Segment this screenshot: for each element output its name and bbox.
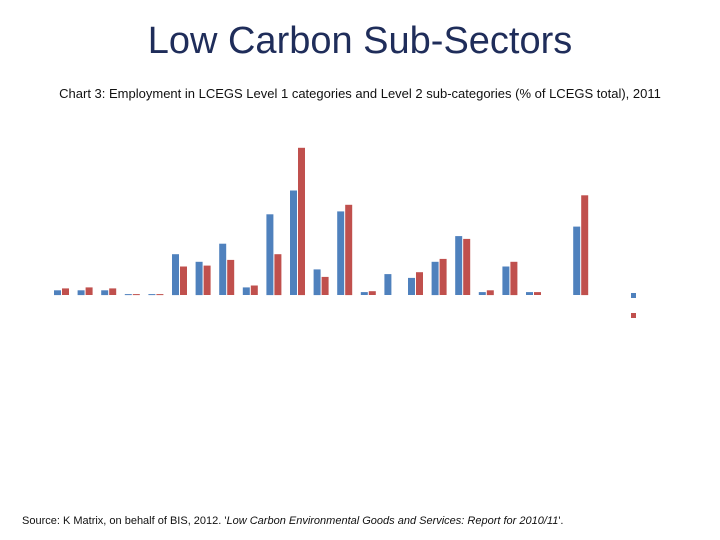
bar-2-8 (227, 259, 235, 295)
source-prefix: Source: K Matrix, on behalf of BIS, 2012… (22, 515, 227, 527)
bar-1-11 (290, 190, 297, 295)
bar-2-21 (534, 292, 541, 295)
source-suffix: '. (558, 515, 564, 527)
legend-marker-1 (631, 293, 636, 298)
bar-2-5 (156, 294, 164, 296)
bar-2-2 (85, 287, 93, 295)
bar-1-23 (573, 226, 581, 295)
bar-2-10 (274, 254, 282, 296)
source-report-title: Low Carbon Environmental Goods and Servi… (226, 515, 559, 527)
bar-1-13 (337, 211, 345, 295)
bar-2-12 (321, 276, 329, 295)
bar-1-15 (384, 274, 392, 295)
bar-1-8 (219, 243, 227, 295)
bar-2-4 (132, 294, 140, 296)
bar-1-19 (478, 292, 486, 295)
bar-1-20 (502, 266, 510, 295)
bar-2-23 (581, 195, 589, 296)
chart-bars (54, 147, 589, 296)
bar-2-19 (486, 290, 494, 296)
bar-2-13 (345, 204, 353, 296)
bar-2-11 (298, 147, 305, 296)
bar-1-16 (408, 277, 415, 295)
bar-1-10 (266, 214, 274, 296)
source-note: Source: K Matrix, on behalf of BIS, 2012… (22, 515, 563, 527)
chart-legend (631, 293, 636, 318)
bar-1-12 (313, 269, 321, 296)
bar-1-14 (360, 292, 368, 295)
bar-2-17 (439, 258, 447, 295)
bar-2-9 (250, 285, 258, 295)
bar-2-3 (109, 288, 117, 295)
bar-1-21 (526, 292, 533, 295)
page-title: Low Carbon Sub-Sectors (147, 20, 573, 62)
bar-1-9 (242, 287, 250, 295)
bar-1-3 (101, 290, 109, 296)
bar-2-20 (510, 261, 518, 296)
bar-1-4 (124, 294, 132, 296)
bar-1-1 (54, 290, 61, 296)
bar-2-14 (368, 291, 376, 295)
bar-2-18 (463, 238, 471, 295)
bar-1-18 (455, 236, 463, 295)
bar-2-7 (203, 265, 211, 295)
bar-1-6 (172, 254, 179, 296)
bar-1-5 (148, 294, 156, 296)
chart-title: Chart 3: Employment in LCEGS Level 1 cat… (59, 86, 661, 101)
bar-1-7 (195, 261, 203, 296)
bar-2-16 (416, 272, 423, 295)
bar-1-17 (431, 261, 439, 296)
legend-marker-2 (631, 313, 636, 318)
bar-2-6 (180, 266, 187, 295)
bar-1-2 (77, 290, 85, 296)
bar-2-1 (62, 288, 69, 295)
